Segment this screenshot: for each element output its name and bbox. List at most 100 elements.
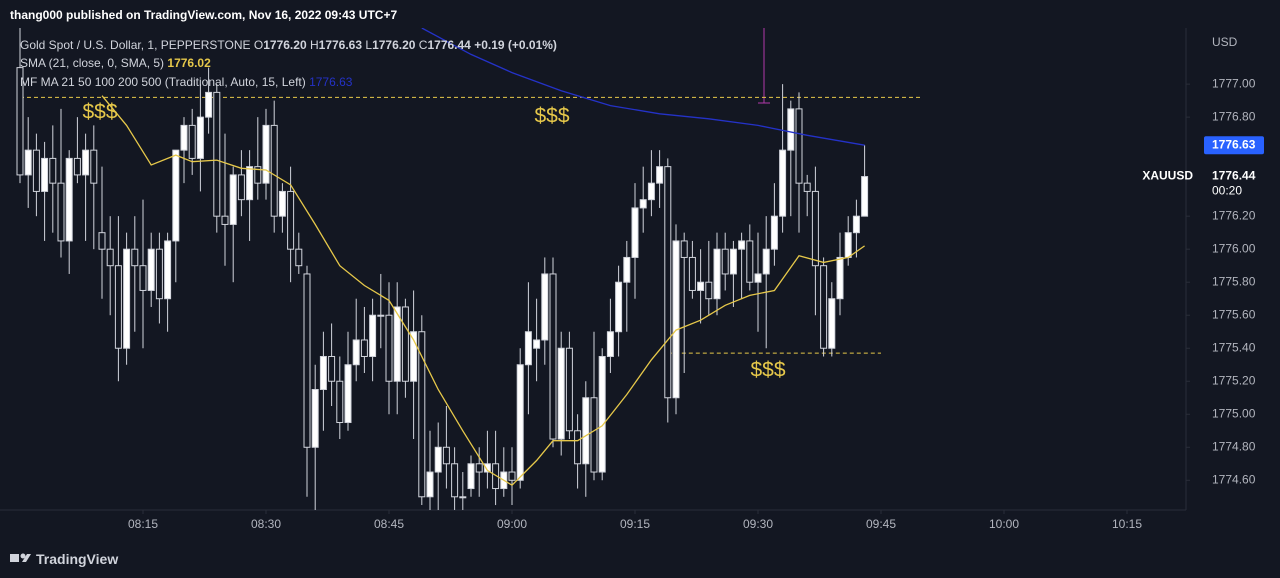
candle-body bbox=[565, 347, 573, 432]
x-tick-label: 09:15 bbox=[620, 517, 650, 531]
candle-body bbox=[590, 397, 598, 473]
candle-body bbox=[770, 215, 778, 250]
x-tick-label: 10:00 bbox=[989, 517, 1019, 531]
candle-body bbox=[598, 355, 606, 473]
candle-body bbox=[795, 108, 803, 184]
candle-body bbox=[114, 265, 122, 349]
candle-body bbox=[705, 281, 713, 300]
y-tick-label: 1776.20 bbox=[1212, 208, 1256, 222]
candle-body bbox=[697, 281, 705, 291]
candle-body bbox=[754, 273, 762, 283]
plot-area bbox=[16, 28, 922, 510]
indicator-line bbox=[421, 28, 865, 146]
candle-body bbox=[221, 215, 229, 225]
y-tick-label: 1775.80 bbox=[1212, 274, 1256, 288]
ma-name: MF MA 21 50 100 200 500 (Traditional, Au… bbox=[20, 75, 306, 89]
candle-body bbox=[418, 331, 426, 498]
candle-body bbox=[533, 339, 541, 349]
y-tick-label: 1775.40 bbox=[1212, 340, 1256, 354]
candle-body bbox=[729, 248, 737, 275]
change: +0.19 (+0.01%) bbox=[474, 38, 557, 52]
y-tick-label: 1777.00 bbox=[1212, 76, 1256, 90]
candle-body bbox=[65, 157, 73, 242]
y-tick-label: 1774.80 bbox=[1212, 439, 1256, 453]
candle-body bbox=[164, 240, 172, 300]
candle-body bbox=[213, 91, 221, 217]
ohlc-prefix: L bbox=[365, 38, 373, 52]
candle-body bbox=[352, 339, 360, 366]
publisher: thang000 published on TradingView.com, N… bbox=[10, 8, 398, 22]
candle-body bbox=[475, 463, 483, 473]
candle-body bbox=[574, 430, 582, 465]
candle-body bbox=[24, 149, 32, 176]
tv-logo bbox=[10, 553, 31, 562]
symbol-label: XAUUSD bbox=[1142, 169, 1193, 183]
candle-body bbox=[582, 397, 590, 465]
candle-body bbox=[721, 248, 729, 275]
candle-body bbox=[746, 240, 754, 283]
candle-body bbox=[278, 190, 286, 217]
candle-body bbox=[820, 265, 828, 349]
candle-body bbox=[615, 281, 623, 333]
candle-body bbox=[328, 355, 336, 382]
countdown: 00:20 bbox=[1212, 184, 1242, 198]
sma-value: 1776.02 bbox=[167, 56, 211, 70]
candle-body bbox=[287, 190, 295, 250]
candle-body bbox=[295, 248, 303, 267]
candle-body bbox=[98, 232, 106, 250]
candle-body bbox=[336, 380, 344, 424]
sma-name: SMA (21, close, 0, SMA, 5) bbox=[20, 56, 165, 70]
candle-body bbox=[688, 256, 696, 291]
legend-sma: SMA (21, close, 0, SMA, 5) 1776.02 bbox=[20, 56, 211, 70]
ohlc-prefix: O bbox=[253, 38, 264, 52]
candle-body bbox=[442, 446, 450, 465]
candle-body bbox=[180, 124, 188, 151]
candle-body bbox=[549, 273, 557, 440]
candle-body bbox=[434, 446, 442, 473]
candle-body bbox=[861, 176, 869, 217]
candle-body bbox=[393, 306, 401, 382]
annotation: $$$ bbox=[534, 105, 569, 128]
currency-label: USD bbox=[1212, 35, 1238, 49]
candle-body bbox=[451, 463, 459, 498]
candle-body bbox=[147, 248, 155, 291]
legend-symbol: Gold Spot / U.S. Dollar, 1, PEPPERSTONE … bbox=[20, 38, 557, 52]
y-tick-label: 1776.80 bbox=[1212, 109, 1256, 123]
candle-body bbox=[172, 149, 180, 242]
y-tick-label: 1775.60 bbox=[1212, 307, 1256, 321]
y-tick-label: 1776.00 bbox=[1212, 241, 1256, 255]
candle-body bbox=[106, 248, 114, 267]
candle-body bbox=[246, 166, 254, 201]
candle-body bbox=[483, 463, 491, 473]
candle-body bbox=[155, 248, 163, 300]
candle-body bbox=[803, 182, 811, 192]
ohlc: O1776.20 H1776.63 L1776.20 C1776.44 bbox=[254, 38, 474, 52]
ma-value: 1776.63 bbox=[309, 75, 353, 89]
candle-body bbox=[377, 314, 385, 317]
candle-body bbox=[303, 273, 311, 448]
ohlc-value: 1776.63 bbox=[318, 38, 363, 52]
candle-body bbox=[492, 463, 500, 490]
candle-body bbox=[623, 256, 631, 283]
candle-body bbox=[738, 240, 746, 250]
candle-body bbox=[664, 166, 672, 399]
candle-body bbox=[385, 314, 393, 382]
candle-body bbox=[828, 298, 836, 349]
candle-body bbox=[139, 265, 147, 291]
last-price-label: 1776.44 bbox=[1212, 169, 1256, 183]
candle-body bbox=[557, 347, 565, 440]
candle-body bbox=[319, 355, 327, 390]
candle-body bbox=[541, 273, 549, 341]
candle-body bbox=[205, 91, 213, 118]
y-tick-label: 1775.20 bbox=[1212, 373, 1256, 387]
candle-body bbox=[32, 149, 40, 192]
ohlc-value: 1776.20 bbox=[372, 38, 416, 52]
candle-body bbox=[73, 157, 81, 176]
candle-body bbox=[254, 166, 262, 184]
candle-body bbox=[647, 182, 655, 201]
y-tick-label: 1774.60 bbox=[1212, 472, 1256, 486]
candle-body bbox=[229, 174, 237, 225]
candle-body bbox=[524, 331, 532, 366]
candle-body bbox=[713, 248, 721, 300]
